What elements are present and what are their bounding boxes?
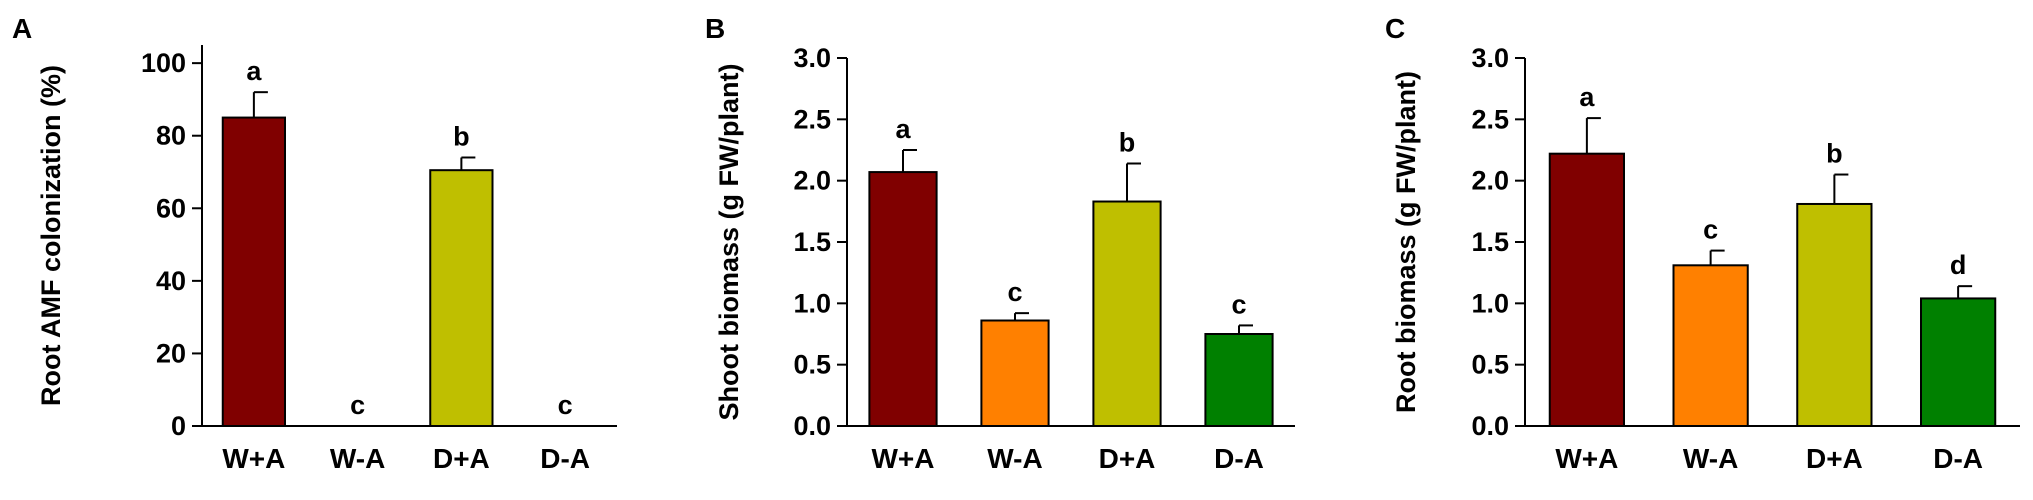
x-tick-label: D+A — [1806, 443, 1863, 474]
significance-letter: c — [1007, 277, 1022, 307]
y-tick-label: 20 — [156, 338, 186, 368]
bar-dplusa — [1092, 200, 1162, 427]
significance-letter: c — [1231, 289, 1246, 319]
significance-letter: a — [895, 114, 911, 144]
y-axis-label: Root AMF colonization (%) — [36, 65, 66, 406]
panel-a: A 0 20 40 60 80 100 Root AMF colonization (%) a W… — [12, 13, 617, 474]
panel-letter: A — [12, 13, 32, 44]
x-tick-label: W+A — [222, 443, 285, 474]
y-tick-label: 60 — [156, 193, 186, 223]
y-tick-label: 1.0 — [793, 288, 831, 318]
y-tick-label: 2.0 — [793, 166, 831, 196]
y-tick-label: 1.5 — [793, 227, 831, 257]
y-tick-label: 0.5 — [1471, 350, 1509, 380]
panel-c: C 0.0 0.5 1.0 1.5 2.0 2.5 3.0 Root biomass (g FW… — [1385, 13, 2020, 474]
bar-dminusa — [1204, 333, 1274, 427]
x-tick-label: W-A — [1683, 443, 1738, 474]
panel-letter: C — [1385, 13, 1405, 44]
x-tick-label: W-A — [987, 443, 1042, 474]
y-tick-label: 3.0 — [793, 43, 831, 73]
y-tick-label: 80 — [156, 121, 186, 151]
y-tick-label: 0.0 — [1471, 411, 1509, 441]
x-tick-label: D+A — [1099, 443, 1156, 474]
x-tick-label: W+A — [1555, 443, 1618, 474]
y-tick-label: 0 — [171, 411, 186, 441]
significance-letter: d — [1950, 250, 1967, 280]
significance-letter: c — [1703, 215, 1718, 245]
significance-letter: c — [350, 390, 365, 420]
bar-wplusa — [868, 171, 938, 427]
significance-letter: a — [246, 56, 262, 86]
x-tick-label: W-A — [330, 443, 385, 474]
y-tick-label: 3.0 — [1471, 43, 1509, 73]
y-tick-label: 1.0 — [1471, 288, 1509, 318]
significance-letter: c — [558, 390, 573, 420]
panel-b: B 0.0 0.5 1.0 1.5 2.0 2.5 3.0 Shoot biomass (g F… — [705, 13, 1295, 474]
y-tick-label: 2.5 — [1471, 104, 1509, 134]
significance-letter: a — [1579, 82, 1595, 112]
x-tick-label: D+A — [433, 443, 490, 474]
x-tick-label: D-A — [1933, 443, 1983, 474]
y-axis-label: Root biomass (g FW/plant) — [1391, 71, 1421, 413]
bar-dplusa — [429, 169, 494, 427]
bar-wplusa — [1548, 152, 1625, 427]
y-tick-label: 0.0 — [793, 411, 831, 441]
bar-dplusa — [1796, 202, 1873, 427]
y-tick-label: 0.5 — [793, 350, 831, 380]
bar-wplusa — [221, 116, 286, 427]
y-axis-label: Shoot biomass (g FW/plant) — [714, 64, 744, 421]
x-tick-label: W+A — [872, 443, 935, 474]
significance-letter: b — [1119, 127, 1136, 157]
y-tick-label: 2.5 — [793, 104, 831, 134]
x-tick-label: D-A — [540, 443, 590, 474]
y-tick-label: 40 — [156, 266, 186, 296]
y-tick-label: 2.0 — [1471, 166, 1509, 196]
y-tick-label: 100 — [141, 48, 186, 78]
significance-letter: b — [453, 121, 470, 151]
bar-wminusa — [1672, 264, 1749, 427]
y-tick-label: 1.5 — [1471, 227, 1509, 257]
panel-letter: B — [705, 13, 725, 44]
x-tick-label: D-A — [1214, 443, 1264, 474]
bar-dminusa — [1920, 297, 1997, 427]
significance-letter: b — [1826, 139, 1843, 169]
bar-wminusa — [980, 319, 1050, 427]
